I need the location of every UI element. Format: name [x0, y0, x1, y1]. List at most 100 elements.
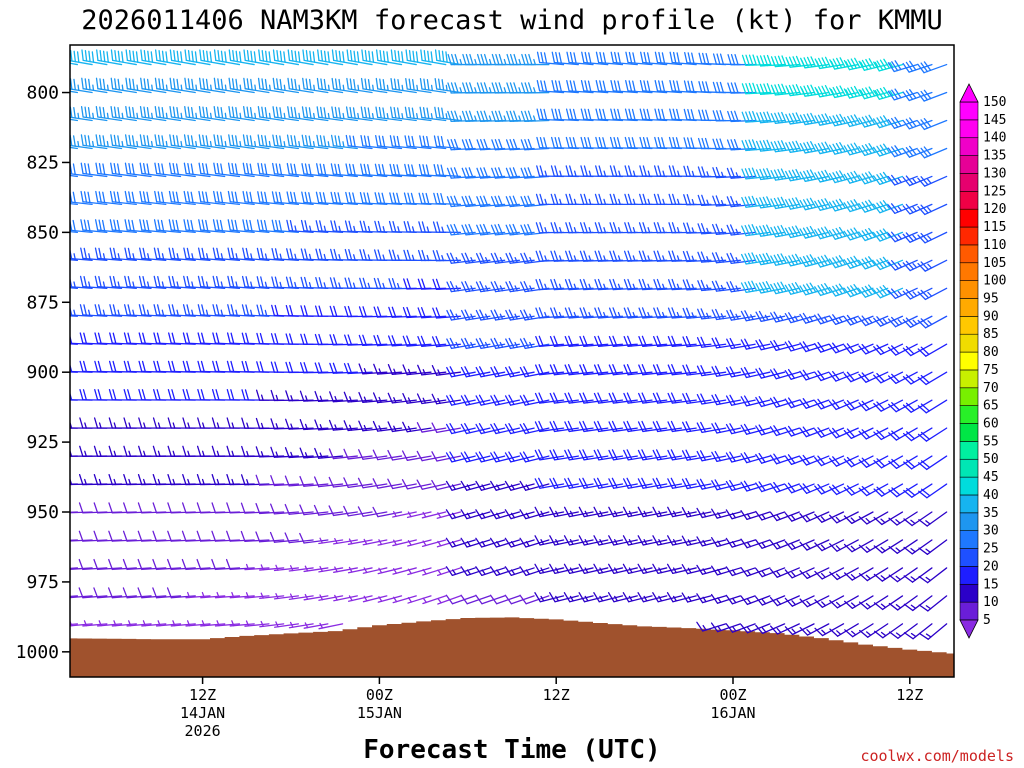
wind-barb: [211, 558, 241, 571]
wind-barb: [799, 539, 830, 551]
wind-barb: [505, 252, 535, 264]
wind-barb: [212, 360, 241, 373]
wind-barb: [271, 191, 300, 206]
wind-barb: [564, 335, 594, 347]
wind-barb: [299, 475, 329, 487]
wind-barb: [212, 332, 241, 345]
wind-barb: [578, 592, 609, 603]
wind-barb: [299, 504, 329, 516]
wind-barb: [299, 390, 329, 402]
wind-barb: [271, 247, 300, 261]
wind-barb: [421, 511, 447, 519]
wind-barb: [228, 105, 255, 122]
wind-barb: [419, 106, 447, 122]
wind-barb: [682, 335, 712, 348]
wind-barb: [362, 567, 388, 574]
wind-barb: [422, 567, 447, 576]
wind-barb: [475, 309, 506, 321]
wind-barb: [623, 392, 653, 404]
wind-barb: [639, 108, 668, 122]
wind-barb: [270, 361, 300, 373]
wind-barb: [917, 231, 948, 244]
wind-barb: [682, 279, 712, 291]
wind-barb: [534, 392, 565, 404]
wind-barb: [489, 537, 521, 548]
wind-barb: [755, 139, 786, 152]
wind-barb: [138, 445, 167, 457]
wind-barb: [316, 134, 344, 150]
wind-barb: [168, 275, 196, 289]
wind-barb: [372, 506, 403, 518]
wind-barb: [652, 364, 683, 376]
wind-barb: [623, 307, 653, 319]
wind-barb: [769, 339, 800, 351]
wind-barb: [446, 394, 476, 406]
wind-barb: [608, 364, 638, 376]
wind-barb: [242, 162, 270, 178]
wind-barb: [407, 595, 432, 604]
wind-barb: [445, 451, 476, 463]
wind-barb: [95, 162, 123, 178]
wind-barb: [288, 593, 314, 600]
wind-barb: [271, 162, 300, 178]
wind-barb: [475, 394, 506, 406]
wind-barb: [903, 455, 933, 470]
wind-barb: [519, 594, 550, 605]
wind-barb: [858, 427, 889, 440]
wind-barb: [654, 51, 683, 66]
wind-barb: [432, 278, 462, 290]
wind-barb: [360, 106, 388, 122]
wind-barb: [549, 563, 579, 574]
wind-barb: [79, 445, 108, 457]
wind-barb: [181, 558, 211, 571]
wind-barb: [259, 620, 285, 628]
wind-barb: [154, 190, 182, 206]
wind-barb: [475, 480, 506, 491]
wind-barb: [844, 623, 874, 638]
wind-barb: [727, 110, 756, 123]
wind-barb: [652, 392, 683, 404]
colorbar-swatch: [959, 137, 979, 156]
wind-barb: [330, 163, 358, 178]
wind-barb: [726, 366, 756, 378]
wind-barb: [374, 192, 403, 206]
wind-barb: [169, 162, 196, 178]
wind-barb: [287, 106, 314, 122]
wind-barb: [711, 422, 742, 434]
wind-barb: [94, 304, 123, 317]
wind-barb: [622, 535, 653, 546]
wind-barb: [124, 190, 152, 206]
wind-barb: [534, 563, 565, 574]
wind-barb: [535, 278, 565, 291]
wind-barb: [460, 366, 491, 378]
wind-barb: [873, 567, 904, 582]
wind-barb: [70, 90, 79, 94]
wind-barb: [122, 530, 152, 542]
wind-barb: [873, 58, 904, 72]
wind-barb: [196, 445, 226, 457]
wind-barb: [97, 620, 123, 627]
wind-barb: [697, 251, 727, 263]
wind-barb: [535, 364, 565, 376]
wind-barb: [595, 51, 624, 66]
wind-barb: [80, 247, 108, 261]
wind-barb: [285, 333, 314, 345]
wind-barb: [358, 363, 388, 375]
wind-barb: [637, 477, 668, 489]
wind-barb: [726, 167, 756, 179]
wind-barb: [392, 539, 417, 547]
wind-barb: [445, 509, 476, 520]
colorbar-label: 10: [983, 595, 999, 610]
wind-barb: [228, 134, 255, 150]
wind-barb: [829, 539, 859, 552]
colorbar-label: 55: [983, 434, 999, 449]
wind-barb: [153, 360, 182, 373]
wind-barb: [711, 479, 742, 491]
wind-barb: [712, 166, 742, 179]
wind-barb: [373, 363, 403, 375]
wind-barb: [346, 49, 373, 66]
wind-barb: [227, 275, 255, 289]
wind-barb: [241, 360, 270, 373]
wind-barb: [272, 106, 300, 122]
wind-barb: [490, 451, 521, 463]
